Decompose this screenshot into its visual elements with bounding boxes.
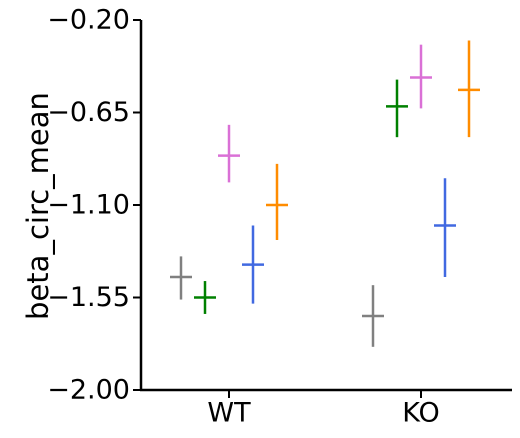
data-point [458,40,480,138]
data-point [194,281,216,314]
x-ticks: WT KO [207,390,440,429]
data-point [170,256,192,300]
x-tick-label: WT [207,398,251,429]
data-point [434,178,456,277]
data-point [362,285,384,347]
y-tick-label: −0.65 [47,97,130,128]
plot-area [170,40,480,347]
data-point [410,44,432,109]
x-tick-label: KO [402,398,439,429]
y-tick-label: −1.10 [47,190,130,221]
y-tick-label: −0.20 [47,5,130,36]
data-point [218,124,240,183]
y-axis-label: beta_circ_mean [21,92,55,320]
data-point [242,225,264,304]
data-point [386,79,408,138]
y-ticks: −0.20 −0.65 −1.10 −1.55 −2.00 [47,5,141,406]
data-point [266,163,288,240]
y-tick-label: −2.00 [47,375,130,406]
y-tick-label: −1.55 [47,282,130,313]
